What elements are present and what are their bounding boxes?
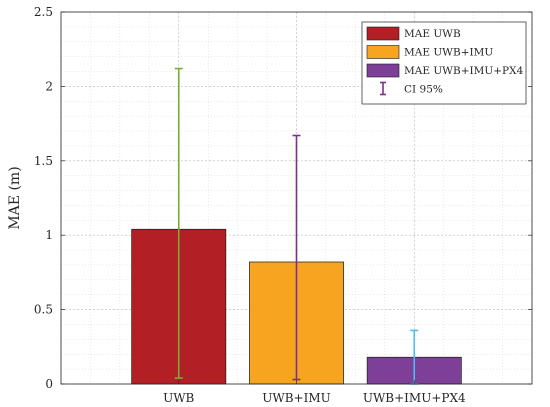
- x-axis-ticks: UWB UWB+IMU UWB+IMU+PX4: [163, 380, 466, 405]
- bars-group: [131, 228, 462, 385]
- legend-swatch: [366, 63, 400, 78]
- legend-entry: CI 95%: [380, 81, 443, 96]
- x-tick-label: UWB: [163, 391, 194, 405]
- legend-label: MAE UWB+IMU: [404, 47, 493, 59]
- legend-entry: MAE UWB+IMU: [366, 45, 493, 59]
- error-bar-uwb: [174, 67, 183, 379]
- y-axis-ticks: 0 0.5 1 1.5 2 2.5: [34, 5, 532, 391]
- legend-entry: MAE UWB: [366, 26, 461, 41]
- x-tick-label: UWB+IMU: [262, 391, 330, 405]
- y-tick-label: 2: [45, 79, 53, 93]
- y-tick-label: 0.5: [34, 303, 53, 317]
- error-bar-uwb-imu: [292, 134, 301, 381]
- legend-swatch: [366, 26, 400, 41]
- legend-entry: MAE UWB+IMU+PX4: [366, 63, 524, 78]
- y-tick-label: 1.5: [34, 154, 53, 168]
- legend: MAE UWB MAE UWB+IMU MAE UWB+IMU+PX4 CI 95%: [361, 21, 527, 105]
- x-tick-label: UWB+IMU+PX4: [363, 391, 466, 405]
- y-axis-label: MAE (m): [7, 166, 23, 229]
- legend-label: CI 95%: [404, 84, 443, 96]
- error-bars-group: [174, 67, 419, 385]
- legend-swatch: [366, 45, 400, 59]
- legend-label: MAE UWB+IMU+PX4: [404, 65, 524, 77]
- y-tick-label: 0: [45, 377, 53, 391]
- y-tick-label: 2.5: [34, 5, 53, 19]
- y-tick-label: 1: [45, 228, 53, 242]
- legend-label: MAE UWB: [404, 28, 461, 40]
